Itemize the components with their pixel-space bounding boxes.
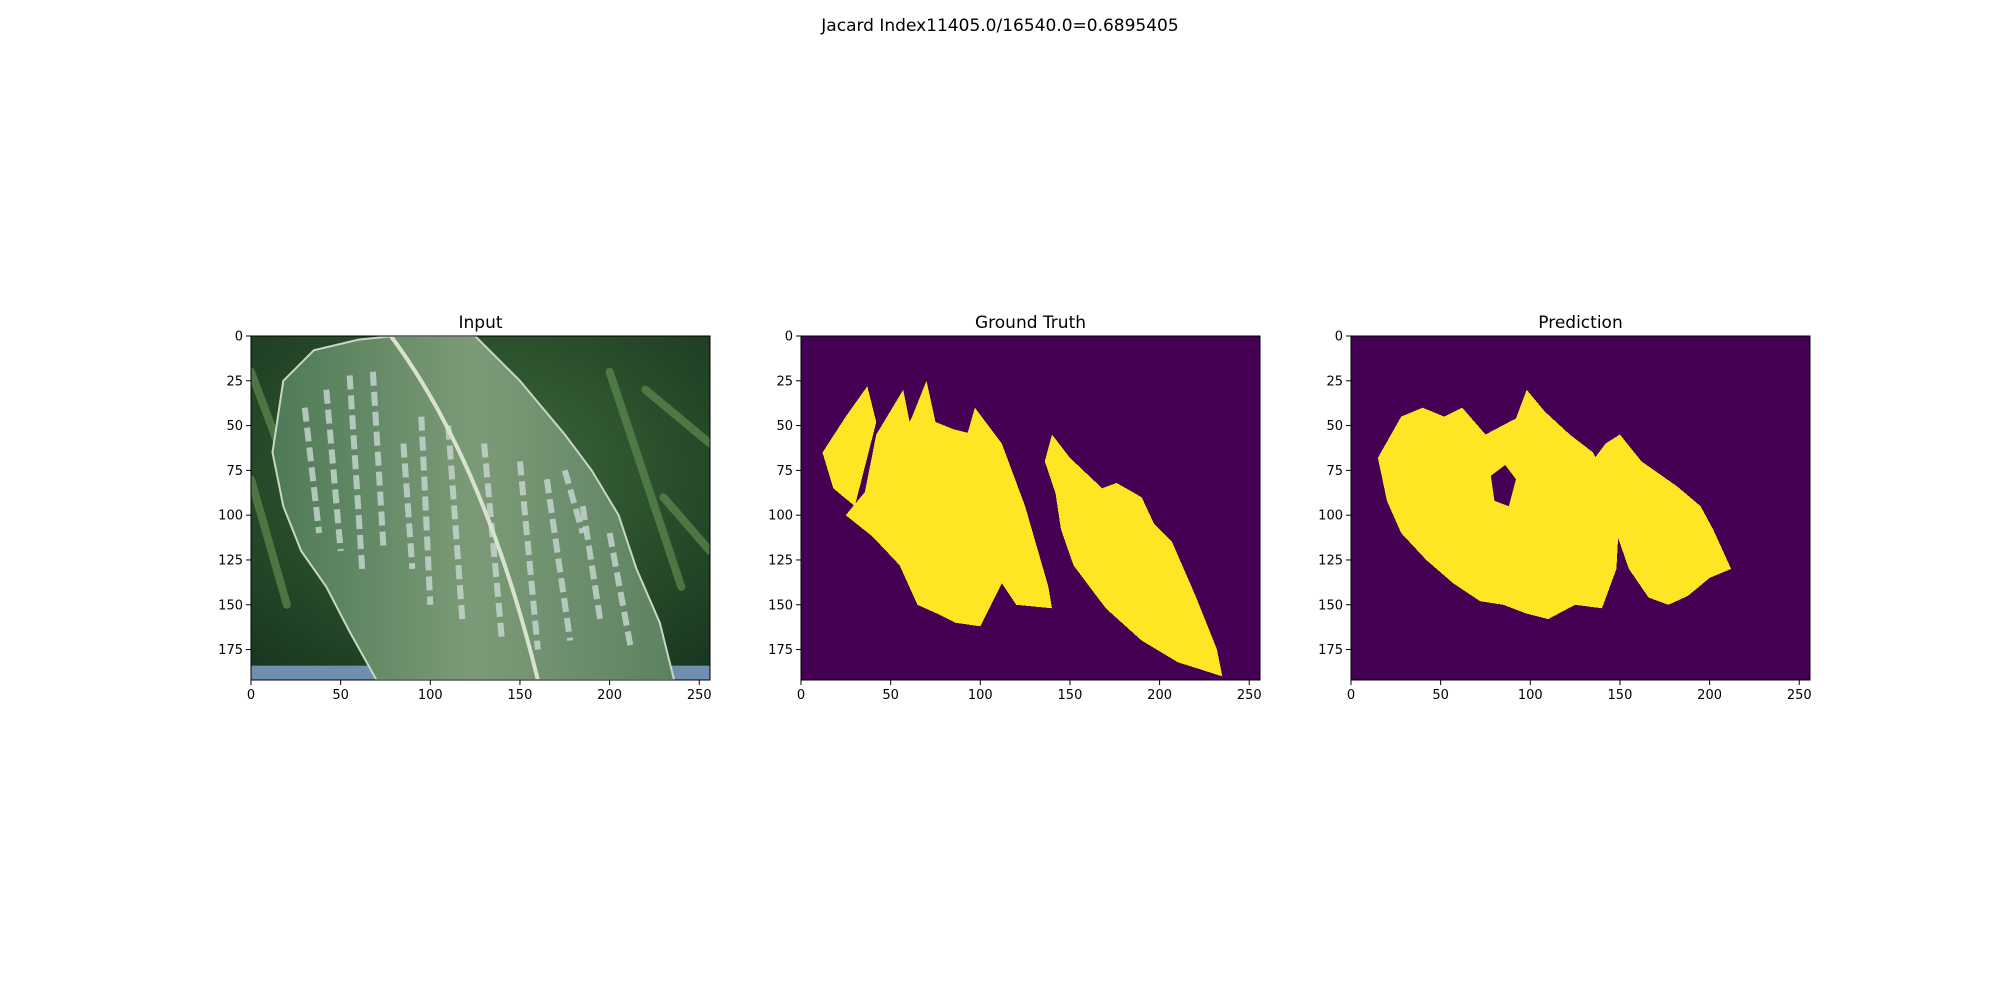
prediction-image: [1351, 336, 1810, 680]
x-tick-label: 250: [1787, 688, 1812, 703]
input-image: [251, 336, 710, 680]
x-tick-label: 50: [882, 688, 899, 703]
x-tick-label: 50: [332, 688, 349, 703]
y-tick-label: 125: [218, 553, 243, 568]
foliage-streak: [641, 385, 710, 448]
mask-region: [822, 386, 877, 507]
mask-region: [1377, 389, 1620, 620]
x-tick-label: 200: [1697, 688, 1722, 703]
x-tick-label: 100: [968, 688, 993, 703]
lesion-stripe: [400, 443, 416, 570]
y-tick-label: 25: [1326, 374, 1343, 389]
y-tick-label: 50: [226, 419, 243, 434]
x-tick-label: 100: [1518, 688, 1543, 703]
x-tick-label: 0: [797, 688, 805, 703]
lesion-stripe: [481, 443, 506, 641]
y-tick-label: 75: [226, 464, 243, 479]
subplot-title: Ground Truth: [975, 313, 1086, 333]
foliage-streak: [251, 475, 291, 609]
mask-region: [1044, 434, 1223, 677]
subplot-title: Prediction: [1538, 313, 1622, 333]
x-tick-label: 50: [1432, 688, 1449, 703]
lesion-stripe: [301, 407, 323, 534]
x-tick-label: 100: [418, 688, 443, 703]
y-tick-label: 175: [1318, 643, 1343, 658]
ground-truth-image: [801, 336, 1260, 680]
y-tick-label: 25: [226, 374, 243, 389]
lesion-stripe: [346, 375, 366, 570]
y-tick-label: 75: [1326, 464, 1343, 479]
y-tick-label: 150: [1318, 598, 1343, 613]
lesion-stripe: [516, 461, 541, 650]
y-tick-label: 0: [1335, 330, 1343, 345]
leaf-shape: [271, 336, 676, 680]
lesion-stripe: [543, 478, 574, 642]
foliage-streak: [659, 493, 710, 555]
y-tick-label: 0: [235, 330, 243, 345]
x-tick-label: 0: [247, 688, 255, 703]
y-tick-label: 175: [218, 643, 243, 658]
x-tick-label: 200: [597, 688, 622, 703]
y-tick-label: 125: [768, 553, 793, 568]
axes-frame: [250, 335, 711, 681]
y-tick-label: 25: [776, 374, 793, 389]
y-tick-label: 50: [1326, 419, 1343, 434]
x-tick-label: 250: [1237, 688, 1262, 703]
y-tick-label: 50: [776, 419, 793, 434]
x-tick-label: 0: [1347, 688, 1355, 703]
y-tick-label: 100: [1318, 509, 1343, 524]
leaf-midrib: [389, 336, 540, 680]
y-tick-label: 150: [768, 598, 793, 613]
x-tick-label: 200: [1147, 688, 1172, 703]
x-tick-label: 150: [508, 688, 533, 703]
mask-hole: [1490, 465, 1516, 507]
y-tick-label: 0: [785, 330, 793, 345]
y-tick-label: 175: [768, 643, 793, 658]
lesion-stripe: [323, 389, 344, 552]
lesion-stripe: [445, 425, 466, 623]
foliage-streak: [605, 367, 686, 591]
y-tick-label: 125: [1318, 553, 1343, 568]
figure-title: Jacard Index11405.0/16540.0=0.6895405: [821, 16, 1179, 36]
lesion-stripe: [418, 416, 434, 605]
lesion-stripe: [561, 469, 586, 534]
axes-frame: [800, 335, 1261, 681]
y-tick-label: 75: [776, 464, 793, 479]
mask-region: [845, 380, 1052, 627]
subplot-ground-truth: Ground Truth 0 50 100 150 200 250 0 25 50 75 100 125…: [768, 313, 1261, 703]
mask-region: [1589, 434, 1732, 605]
subplot-title: Input: [458, 313, 502, 333]
subplot-prediction: Prediction 0 50 100 150 200 250 0 25 50 75 100 125 15…: [1318, 313, 1811, 703]
foliage-streak: [251, 367, 282, 448]
lesion-stripe: [369, 371, 387, 552]
y-tick-label: 100: [768, 509, 793, 524]
y-tick-label: 150: [218, 598, 243, 613]
y-tick-label: 100: [218, 509, 243, 524]
axes-frame: [1350, 335, 1811, 681]
x-tick-label: 150: [1058, 688, 1083, 703]
x-tick-label: 150: [1608, 688, 1633, 703]
x-tick-label: 250: [687, 688, 712, 703]
subplot-input: Input 0 50 100 150 200 250 0 25 50 75 100 125 150 175: [218, 313, 711, 703]
